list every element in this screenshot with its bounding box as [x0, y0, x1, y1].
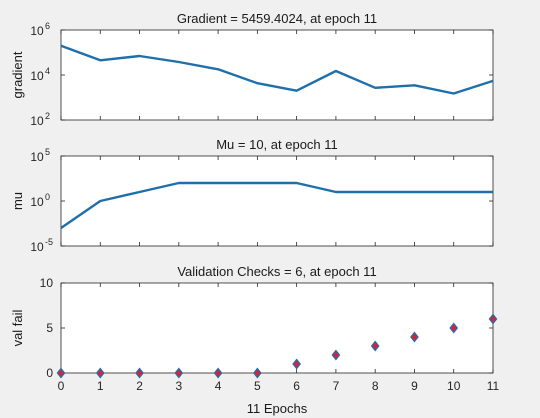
y-tick-label: 10 [30, 69, 44, 83]
y-tick-label: 10 [30, 240, 44, 254]
x-tick-label: 3 [175, 379, 182, 393]
y-tick-exponent: 2 [45, 111, 50, 121]
y-tick-exponent: 6 [45, 21, 50, 31]
data-point [174, 367, 184, 379]
y-tick-label: 0 [46, 366, 53, 380]
y-tick-exponent: -5 [45, 237, 53, 247]
series-line [60, 181, 493, 229]
data-point [370, 340, 380, 352]
y-axis-label: val fail [10, 309, 25, 346]
x-tick-label: 0 [58, 379, 65, 393]
chart-title: Validation Checks = 6, at epoch 11 [177, 264, 376, 279]
x-tick-label: 4 [215, 379, 222, 393]
x-tick-label: 7 [333, 379, 340, 393]
series-line [60, 44, 494, 95]
data-point [292, 358, 302, 370]
y-tick-label: 10 [30, 195, 44, 209]
plot-area [60, 29, 494, 121]
y-tick-exponent: 0 [45, 192, 50, 202]
chart-title: Mu = 10, at epoch 11 [216, 137, 338, 152]
data-point [449, 322, 459, 334]
x-tick-label: 2 [136, 379, 143, 393]
data-point [331, 349, 341, 361]
data-point [135, 367, 144, 379]
x-tick-label: 8 [372, 379, 379, 393]
data-point [213, 367, 223, 379]
data-point [410, 331, 419, 343]
panel-3: Validation Checks = 6, at epoch 11 val fa… [10, 264, 500, 416]
y-tick-label: 10 [30, 24, 44, 38]
y-tick-label: 10 [30, 114, 44, 128]
y-axis-label: mu [10, 192, 25, 210]
x-tick-label: 1 [97, 379, 104, 393]
data-point [252, 367, 262, 379]
y-tick-exponent: 4 [45, 66, 50, 76]
x-axis-label: 11 Epochs [247, 401, 308, 416]
x-tick-label: 11 [487, 379, 500, 393]
panel-1: Gradient = 5459.4024, at epoch 11 gradien… [10, 11, 494, 128]
data-point [488, 313, 498, 325]
y-tick-exponent: 5 [45, 147, 50, 157]
y-axis-label: gradient [10, 51, 25, 98]
x-tick-label: 9 [411, 379, 418, 393]
x-tick-label: 5 [254, 379, 261, 393]
data-point [56, 367, 66, 379]
plot-area [60, 155, 494, 247]
x-tick-label: 6 [293, 379, 300, 393]
data-point [95, 367, 105, 379]
chart-title: Gradient = 5459.4024, at epoch 11 [177, 11, 377, 26]
y-tick-label: 10 [40, 276, 54, 290]
y-tick-label: 10 [30, 150, 44, 164]
y-tick-label: 5 [46, 321, 53, 335]
x-tick-label: 10 [447, 379, 461, 393]
plot-area [60, 282, 494, 374]
